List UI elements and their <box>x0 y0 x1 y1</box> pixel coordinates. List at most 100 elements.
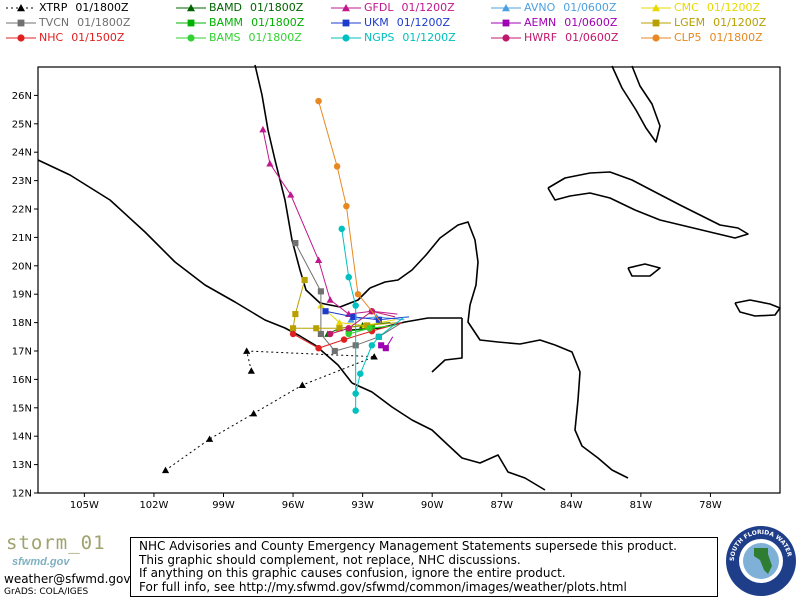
legend-model: HWRF <box>524 31 558 44</box>
track-point <box>292 240 299 247</box>
legend-marker <box>652 19 660 27</box>
legend-swatch <box>6 19 36 27</box>
legend-time: 01/1200Z <box>401 1 455 14</box>
legend-time: 01/1800Z <box>77 16 131 29</box>
track-point <box>333 163 341 170</box>
legend-model: NGPS <box>364 31 395 44</box>
legend-item-bams: BAMS 01/1800Z <box>175 32 335 45</box>
model-tracks <box>161 97 410 474</box>
legend-swatch <box>6 34 36 42</box>
track-point <box>301 276 308 284</box>
coastline-segment <box>467 304 556 346</box>
lat-tick-label: 17N <box>12 347 32 358</box>
legend-marker <box>502 34 510 42</box>
legend-marker <box>187 4 195 12</box>
legend-model: GFDL <box>364 1 394 14</box>
legend-model: AVNO <box>524 1 556 14</box>
track-point <box>340 336 348 343</box>
track-point <box>313 325 320 332</box>
legend-model: BAMD <box>209 1 243 14</box>
track-tvcn <box>292 240 403 355</box>
legend-swatch <box>176 19 206 27</box>
coastline-segment <box>547 171 749 239</box>
track-point <box>243 347 251 354</box>
legend-time: 01/1500Z <box>71 31 125 44</box>
track-point <box>259 125 267 133</box>
track-gfdl <box>259 125 398 317</box>
track-line <box>330 310 396 335</box>
legend-item-bamm: BAMM 01/1800Z <box>175 17 335 30</box>
lat-tick-label: 23N <box>12 176 32 187</box>
track-lgem <box>290 276 398 332</box>
legend-marker <box>17 4 25 12</box>
lat-tick-label: 18N <box>12 318 32 329</box>
coastline-segment <box>734 299 781 317</box>
track-point <box>298 381 306 388</box>
track-point <box>289 330 297 338</box>
track-point <box>375 333 383 341</box>
legend-item-clp5: CLP5 01/1800Z <box>640 32 800 45</box>
map-frame <box>37 66 781 494</box>
track-point <box>368 342 376 349</box>
legend-model: UKM <box>364 16 389 29</box>
lat-tick-label: 26N <box>12 91 32 102</box>
track-line <box>262 129 398 315</box>
contact-email[interactable]: weather@sfwmd.gov <box>4 572 131 586</box>
legend-model: TVCN <box>39 16 70 29</box>
legend-swatch <box>641 4 671 12</box>
track-point <box>161 466 170 474</box>
sfwmd-logo: sfwmd.gov <box>12 556 70 568</box>
legend-swatch <box>176 34 206 42</box>
legend-model: NHC <box>39 31 64 44</box>
disclaimer-line-2: This graphic should complement, not repl… <box>139 552 521 567</box>
legend-model: XTRP <box>39 1 68 14</box>
track-point <box>338 225 345 233</box>
legend-time: 01/1800Z <box>248 31 302 44</box>
track-point <box>345 330 352 338</box>
legend-marker <box>342 34 350 42</box>
track-point <box>287 191 295 198</box>
coastline-segment <box>369 221 479 306</box>
legend-swatch <box>641 19 671 27</box>
lon-tick-label: 84W <box>560 500 583 511</box>
track-point <box>266 159 274 167</box>
lon-tick-label: 96W <box>282 500 305 511</box>
legend-time: 01/1800Z <box>250 1 304 14</box>
legend-marker <box>17 34 25 42</box>
track-point <box>345 325 352 332</box>
legend-time: 01/1200Z <box>396 16 450 29</box>
legend-swatch <box>491 19 521 27</box>
track-line <box>325 310 410 321</box>
coastlines <box>37 64 781 491</box>
lat-tick-label: 13N <box>12 460 32 471</box>
track-aemn <box>378 336 394 352</box>
legend-item-lgem: LGEM 01/1200Z <box>640 17 800 30</box>
legend-time: 01/1200Z <box>706 1 761 14</box>
legend-item-gfdl: GFDL 01/1200Z <box>330 2 490 15</box>
legend-model: BAMS <box>209 31 241 44</box>
track-point <box>354 290 362 298</box>
legend-swatch <box>6 4 36 12</box>
legend-marker <box>502 4 510 12</box>
legend-marker <box>342 4 350 12</box>
model-legend: XTRP 01/1800Z BAMD 01/1800Z GFDL 01/1200Z AVNO… <box>0 0 800 48</box>
legend-item-nhc: NHC 01/1500Z <box>5 32 165 45</box>
legend-item-aemn: AEMN 01/0600Z <box>490 17 650 30</box>
legend-model: LGEM <box>674 16 706 29</box>
coastline-segment <box>554 344 629 479</box>
legend-marker <box>652 4 660 12</box>
track-point <box>315 97 322 105</box>
disclaimer-line-4[interactable]: For full info, see http://my.sfwmd.gov/s… <box>139 579 627 594</box>
track-point <box>250 409 258 417</box>
track-point <box>317 330 324 338</box>
legend-model: BAMM <box>209 16 244 29</box>
track-point <box>366 325 373 332</box>
track-point <box>326 330 334 338</box>
lat-tick-label: 21N <box>12 233 32 244</box>
legend-item-bamd: BAMD 01/1800Z <box>175 2 335 15</box>
legend-item-avno: AVNO 01/0600Z <box>490 2 650 15</box>
track-point <box>370 353 378 360</box>
track-point <box>352 302 359 309</box>
track-point <box>247 367 255 374</box>
